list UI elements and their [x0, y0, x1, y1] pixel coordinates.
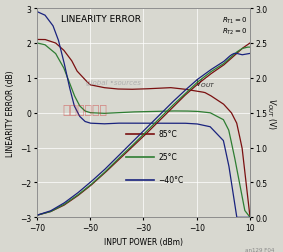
X-axis label: INPUT POWER (dBm): INPUT POWER (dBm) — [104, 237, 183, 246]
Y-axis label: $V_{OUT}$ (V): $V_{OUT}$ (V) — [265, 98, 277, 129]
Text: 电子工程专辑: 电子工程专辑 — [63, 103, 108, 116]
Text: $V_{OUT}$: $V_{OUT}$ — [195, 77, 215, 90]
Text: 25°C: 25°C — [158, 152, 177, 162]
Text: −40°C: −40°C — [158, 175, 184, 184]
Text: global •sources: global •sources — [86, 80, 141, 86]
Y-axis label: LINEARITY ERROR (dB): LINEARITY ERROR (dB) — [6, 70, 14, 156]
Text: $R_{T1} = 0$
$R_{T2} = 0$: $R_{T1} = 0$ $R_{T2} = 0$ — [222, 15, 248, 37]
Text: LINEARITY ERROR: LINEARITY ERROR — [61, 15, 141, 24]
Text: an129 F04: an129 F04 — [245, 247, 275, 252]
Text: 85°C: 85°C — [158, 130, 177, 139]
